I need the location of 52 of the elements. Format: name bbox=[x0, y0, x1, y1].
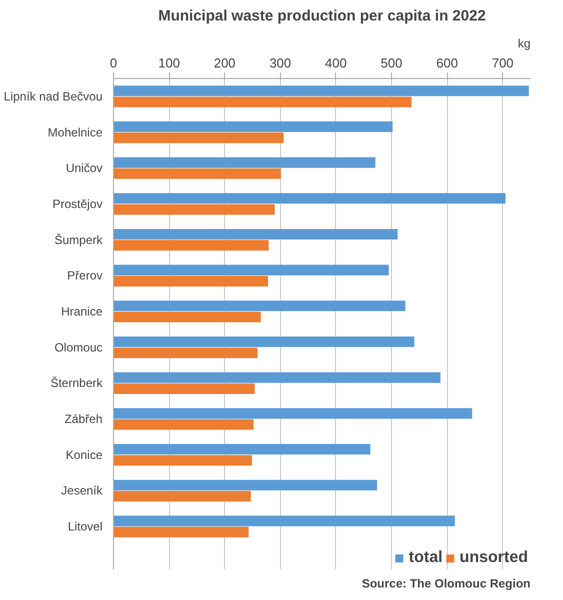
bar bbox=[114, 168, 281, 179]
bar bbox=[114, 132, 284, 144]
y-tick-label: Prostějov bbox=[52, 196, 103, 211]
x-tick-label: 100 bbox=[158, 56, 180, 70]
x-tick-label: 400 bbox=[325, 56, 347, 70]
y-tick-label: Uničov bbox=[66, 161, 103, 176]
bar bbox=[114, 383, 255, 394]
x-tick-label: 600 bbox=[436, 56, 458, 70]
bar bbox=[114, 490, 251, 502]
bar bbox=[114, 204, 275, 215]
chart-title: Municipal waste production per capita in 2022 bbox=[158, 8, 486, 24]
bar bbox=[114, 121, 393, 132]
bar bbox=[114, 96, 412, 108]
y-tick-label: Lipník nad Bečvou bbox=[4, 89, 103, 104]
y-tick-label: Šumperk bbox=[54, 232, 104, 247]
bar bbox=[114, 157, 376, 168]
y-tick-label: Šternberk bbox=[50, 376, 104, 390]
bar bbox=[114, 444, 370, 455]
bar bbox=[114, 336, 414, 348]
y-tick-label: Litovel bbox=[68, 519, 102, 534]
y-tick-label: Zábřeh bbox=[64, 412, 103, 426]
y-tick-label: Jeseník bbox=[61, 484, 104, 498]
x-tick-label: 300 bbox=[269, 56, 292, 70]
bar bbox=[114, 408, 472, 419]
bar bbox=[114, 86, 529, 96]
bar bbox=[114, 193, 506, 204]
y-tick-label: Hranice bbox=[61, 304, 103, 318]
bar bbox=[114, 312, 261, 322]
x-tick-label: 0 bbox=[110, 56, 118, 70]
bar bbox=[114, 348, 258, 358]
bar bbox=[114, 516, 455, 526]
bar bbox=[114, 455, 252, 466]
y-tick-label: Konice bbox=[66, 448, 103, 462]
bar bbox=[114, 480, 378, 490]
legend-label: total bbox=[408, 549, 443, 567]
y-tick-label: Mohelnice bbox=[48, 125, 103, 140]
legend-label: unsorted bbox=[460, 549, 528, 567]
bar bbox=[114, 526, 249, 538]
x-axis-title: kg bbox=[518, 36, 531, 50]
y-tick-label: Přerov bbox=[67, 268, 102, 283]
y-tick-label: Olomouc bbox=[54, 340, 103, 354]
bar bbox=[114, 419, 254, 430]
bar bbox=[114, 264, 389, 276]
x-tick-label: 500 bbox=[380, 56, 402, 70]
bar bbox=[114, 300, 406, 312]
source-note: Source: The Olomouc Region bbox=[362, 576, 531, 590]
bar bbox=[114, 228, 398, 240]
bar bbox=[114, 372, 440, 383]
bar bbox=[114, 240, 269, 251]
x-tick-label: 700 bbox=[492, 56, 514, 70]
x-tick-label: 200 bbox=[214, 56, 236, 70]
bar bbox=[114, 276, 268, 286]
